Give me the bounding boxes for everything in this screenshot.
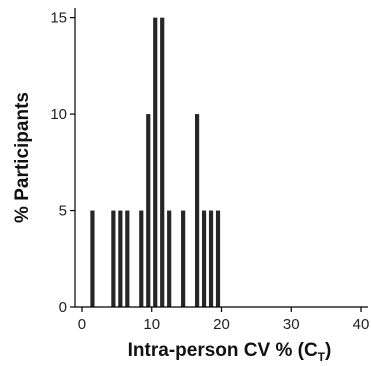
bar-10 [194, 114, 200, 307]
bar-13 [215, 210, 221, 307]
y-tick-label: 5 [59, 203, 67, 220]
bar-1 [111, 210, 116, 307]
bar-3 [125, 210, 130, 307]
bar-7 [160, 17, 165, 307]
y-tick-label: 0 [59, 299, 67, 316]
bars-layer [90, 17, 221, 307]
x-axis-title-main: Intra-person CV % (C [128, 340, 318, 361]
bar-4 [139, 210, 144, 307]
y-axis-title: % Participants [12, 92, 33, 223]
bar-8 [167, 210, 172, 307]
x-axis-title-subscript: T [318, 350, 326, 364]
x-tick-label: 0 [78, 316, 86, 333]
bar-0 [90, 210, 95, 307]
bar-5 [146, 114, 151, 307]
bar-12 [208, 210, 214, 307]
bar-2 [118, 210, 123, 307]
ticks-layer: 0 5 10 15 0 10 20 30 40 [50, 10, 369, 333]
bar-6 [153, 17, 158, 307]
x-tick-label: 40 [353, 316, 370, 333]
y-tick-label: 10 [50, 106, 67, 123]
x-tick-label: 30 [283, 316, 300, 333]
bar-9 [181, 210, 186, 307]
x-tick-label: 10 [143, 316, 160, 333]
x-axis-title: Intra-person CV % (CT) [128, 340, 332, 364]
x-tick-label: 20 [213, 316, 230, 333]
x-axis-title-close: ) [325, 340, 331, 361]
y-tick-label: 15 [50, 10, 67, 27]
bar-11 [201, 210, 207, 307]
